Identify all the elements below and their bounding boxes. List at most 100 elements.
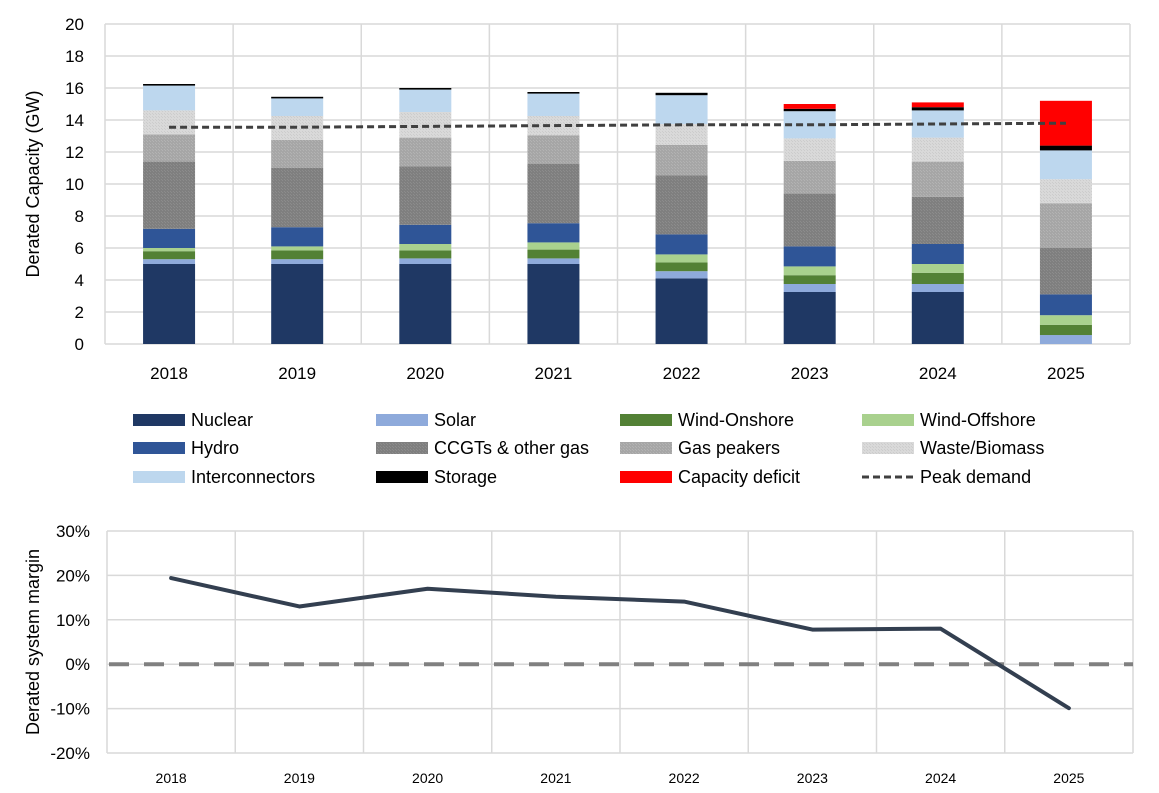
bar-solar-2019 <box>271 259 324 264</box>
bar-waste-biomass-2023 <box>783 138 836 161</box>
x-tick-label: 2018 <box>150 364 188 383</box>
bar-wind-onshore-2019 <box>271 250 324 260</box>
x-tick-label: 2018 <box>156 770 187 786</box>
bar-waste-biomass-2018 <box>143 110 196 135</box>
x-tick-label: 2023 <box>797 770 828 786</box>
bar-nuclear-2023 <box>783 292 836 344</box>
x-tick-label: 2025 <box>1047 364 1085 383</box>
bar-solar-2018 <box>143 259 196 264</box>
legend-label: Waste/Biomass <box>920 438 1044 458</box>
bar-gas-peakers-2023 <box>783 160 836 194</box>
legend-swatch-wind-onshore <box>620 414 672 426</box>
y-tick-label: 30% <box>56 522 90 541</box>
bar-nuclear-2019 <box>271 264 324 344</box>
bar-wind-onshore-2018 <box>143 251 196 260</box>
bar-gas-peakers-2025 <box>1039 203 1092 248</box>
legend-item-gas-peakers: Gas peakers <box>620 438 780 458</box>
bar-stack-2018 <box>143 84 196 344</box>
top-bars <box>143 84 1092 344</box>
legend-swatch-capacity-deficit <box>620 471 672 483</box>
bar-storage-2024 <box>911 107 964 111</box>
y-tick-label: 12 <box>65 143 84 162</box>
y-tick-label: 8 <box>75 207 84 226</box>
legend: Nuclear Solar Wind-Onshore Wind-Offshore Hyd… <box>133 410 1044 487</box>
bar-gas-peakers-2021 <box>527 135 580 164</box>
y-tick-label: 6 <box>75 239 84 258</box>
bar-wind-onshore-2025 <box>1039 324 1092 336</box>
y-tick-label: -10% <box>50 700 90 719</box>
legend-swatch-solar <box>376 414 428 426</box>
legend-label: Gas peakers <box>678 438 780 458</box>
legend-item-nuclear: Nuclear <box>133 410 253 430</box>
bar-waste-biomass-2025 <box>1039 179 1092 204</box>
bar-stack-2024 <box>911 102 964 344</box>
line-derated-system-margin <box>169 576 1071 711</box>
bar-ccgts-other-gas-2021 <box>527 164 580 224</box>
bar-wind-onshore-2024 <box>911 272 964 284</box>
bar-stack-2023 <box>783 104 836 344</box>
bar-hydro-2023 <box>783 246 836 267</box>
bottom-gridlines <box>106 530 1134 754</box>
bar-wind-offshore-2018 <box>143 248 196 252</box>
x-tick-label: 2019 <box>278 364 316 383</box>
bar-stack-2020 <box>399 88 452 344</box>
top-gridlines <box>104 23 1131 345</box>
y-tick-label: 18 <box>65 47 84 66</box>
legend-item-storage: Storage <box>376 467 497 487</box>
y-tick-label: 20 <box>65 15 84 34</box>
bar-hydro-2022 <box>655 234 708 255</box>
bar-ccgts-other-gas-2018 <box>143 161 196 229</box>
legend-item-waste-biomass: Waste/Biomass <box>862 438 1044 458</box>
legend-item-hydro: Hydro <box>133 438 239 458</box>
bar-nuclear-2018 <box>143 264 196 344</box>
legend-swatch-interconnectors <box>133 471 185 483</box>
legend-item-capacity-deficit: Capacity deficit <box>620 467 800 487</box>
bottom-y-tick-labels: -20% -10% 0% 10% 20% 30% <box>50 522 90 763</box>
x-tick-label: 2022 <box>663 364 701 383</box>
bar-interconnectors-2019 <box>271 98 324 116</box>
bar-nuclear-2020 <box>399 264 452 344</box>
bar-solar-2025 <box>1039 335 1092 344</box>
bar-waste-biomass-2024 <box>911 137 964 162</box>
bar-wind-onshore-2022 <box>655 262 708 272</box>
bar-capacity-deficit-2023 <box>783 104 836 109</box>
bar-gas-peakers-2019 <box>271 140 324 168</box>
bar-wind-onshore-2023 <box>783 275 836 284</box>
x-tick-label: 2025 <box>1053 770 1084 786</box>
bar-gas-peakers-2020 <box>399 137 452 167</box>
bar-stack-2021 <box>527 92 580 344</box>
bar-gas-peakers-2018 <box>143 134 196 162</box>
y-tick-label: 0 <box>75 335 84 354</box>
bar-storage-2019 <box>271 96 324 99</box>
legend-label: Nuclear <box>191 410 253 430</box>
legend-label: Hydro <box>191 438 239 458</box>
y-tick-label: 0% <box>65 655 90 674</box>
legend-swatch-storage <box>376 471 428 483</box>
bar-storage-2020 <box>399 88 452 90</box>
bar-interconnectors-2018 <box>143 85 196 111</box>
y-tick-label: 10% <box>56 611 90 630</box>
bar-wind-offshore-2023 <box>783 266 836 276</box>
bar-ccgts-other-gas-2024 <box>911 196 964 244</box>
bar-waste-biomass-2021 <box>527 116 580 136</box>
bar-hydro-2025 <box>1039 294 1092 316</box>
y-tick-label: 14 <box>65 111 84 130</box>
y-tick-label: 20% <box>56 566 90 585</box>
bottom-series-line <box>169 576 1071 711</box>
margin-line-chart: -20% -10% 0% 10% 20% 30% 2018 2019 2020 2021 2022… <box>23 522 1134 786</box>
bar-stack-2022 <box>655 92 708 344</box>
bar-stack-2019 <box>271 96 324 344</box>
legend-item-wind-onshore: Wind-Onshore <box>620 410 794 430</box>
bottom-y-axis-title: Derated system margin <box>23 549 43 735</box>
legend-item-solar: Solar <box>376 410 476 430</box>
bar-wind-offshore-2021 <box>527 242 580 250</box>
bar-storage-2021 <box>527 92 580 94</box>
bar-storage-2023 <box>783 108 836 112</box>
bar-interconnectors-2022 <box>655 95 708 124</box>
legend-item-peak-demand: Peak demand <box>862 467 1031 487</box>
bar-wind-offshore-2019 <box>271 246 324 251</box>
legend-label: CCGTs & other gas <box>434 438 589 458</box>
legend-swatch-wind-offshore <box>862 414 914 426</box>
legend-swatch-hydro <box>133 442 185 454</box>
legend-label: Peak demand <box>920 467 1031 487</box>
